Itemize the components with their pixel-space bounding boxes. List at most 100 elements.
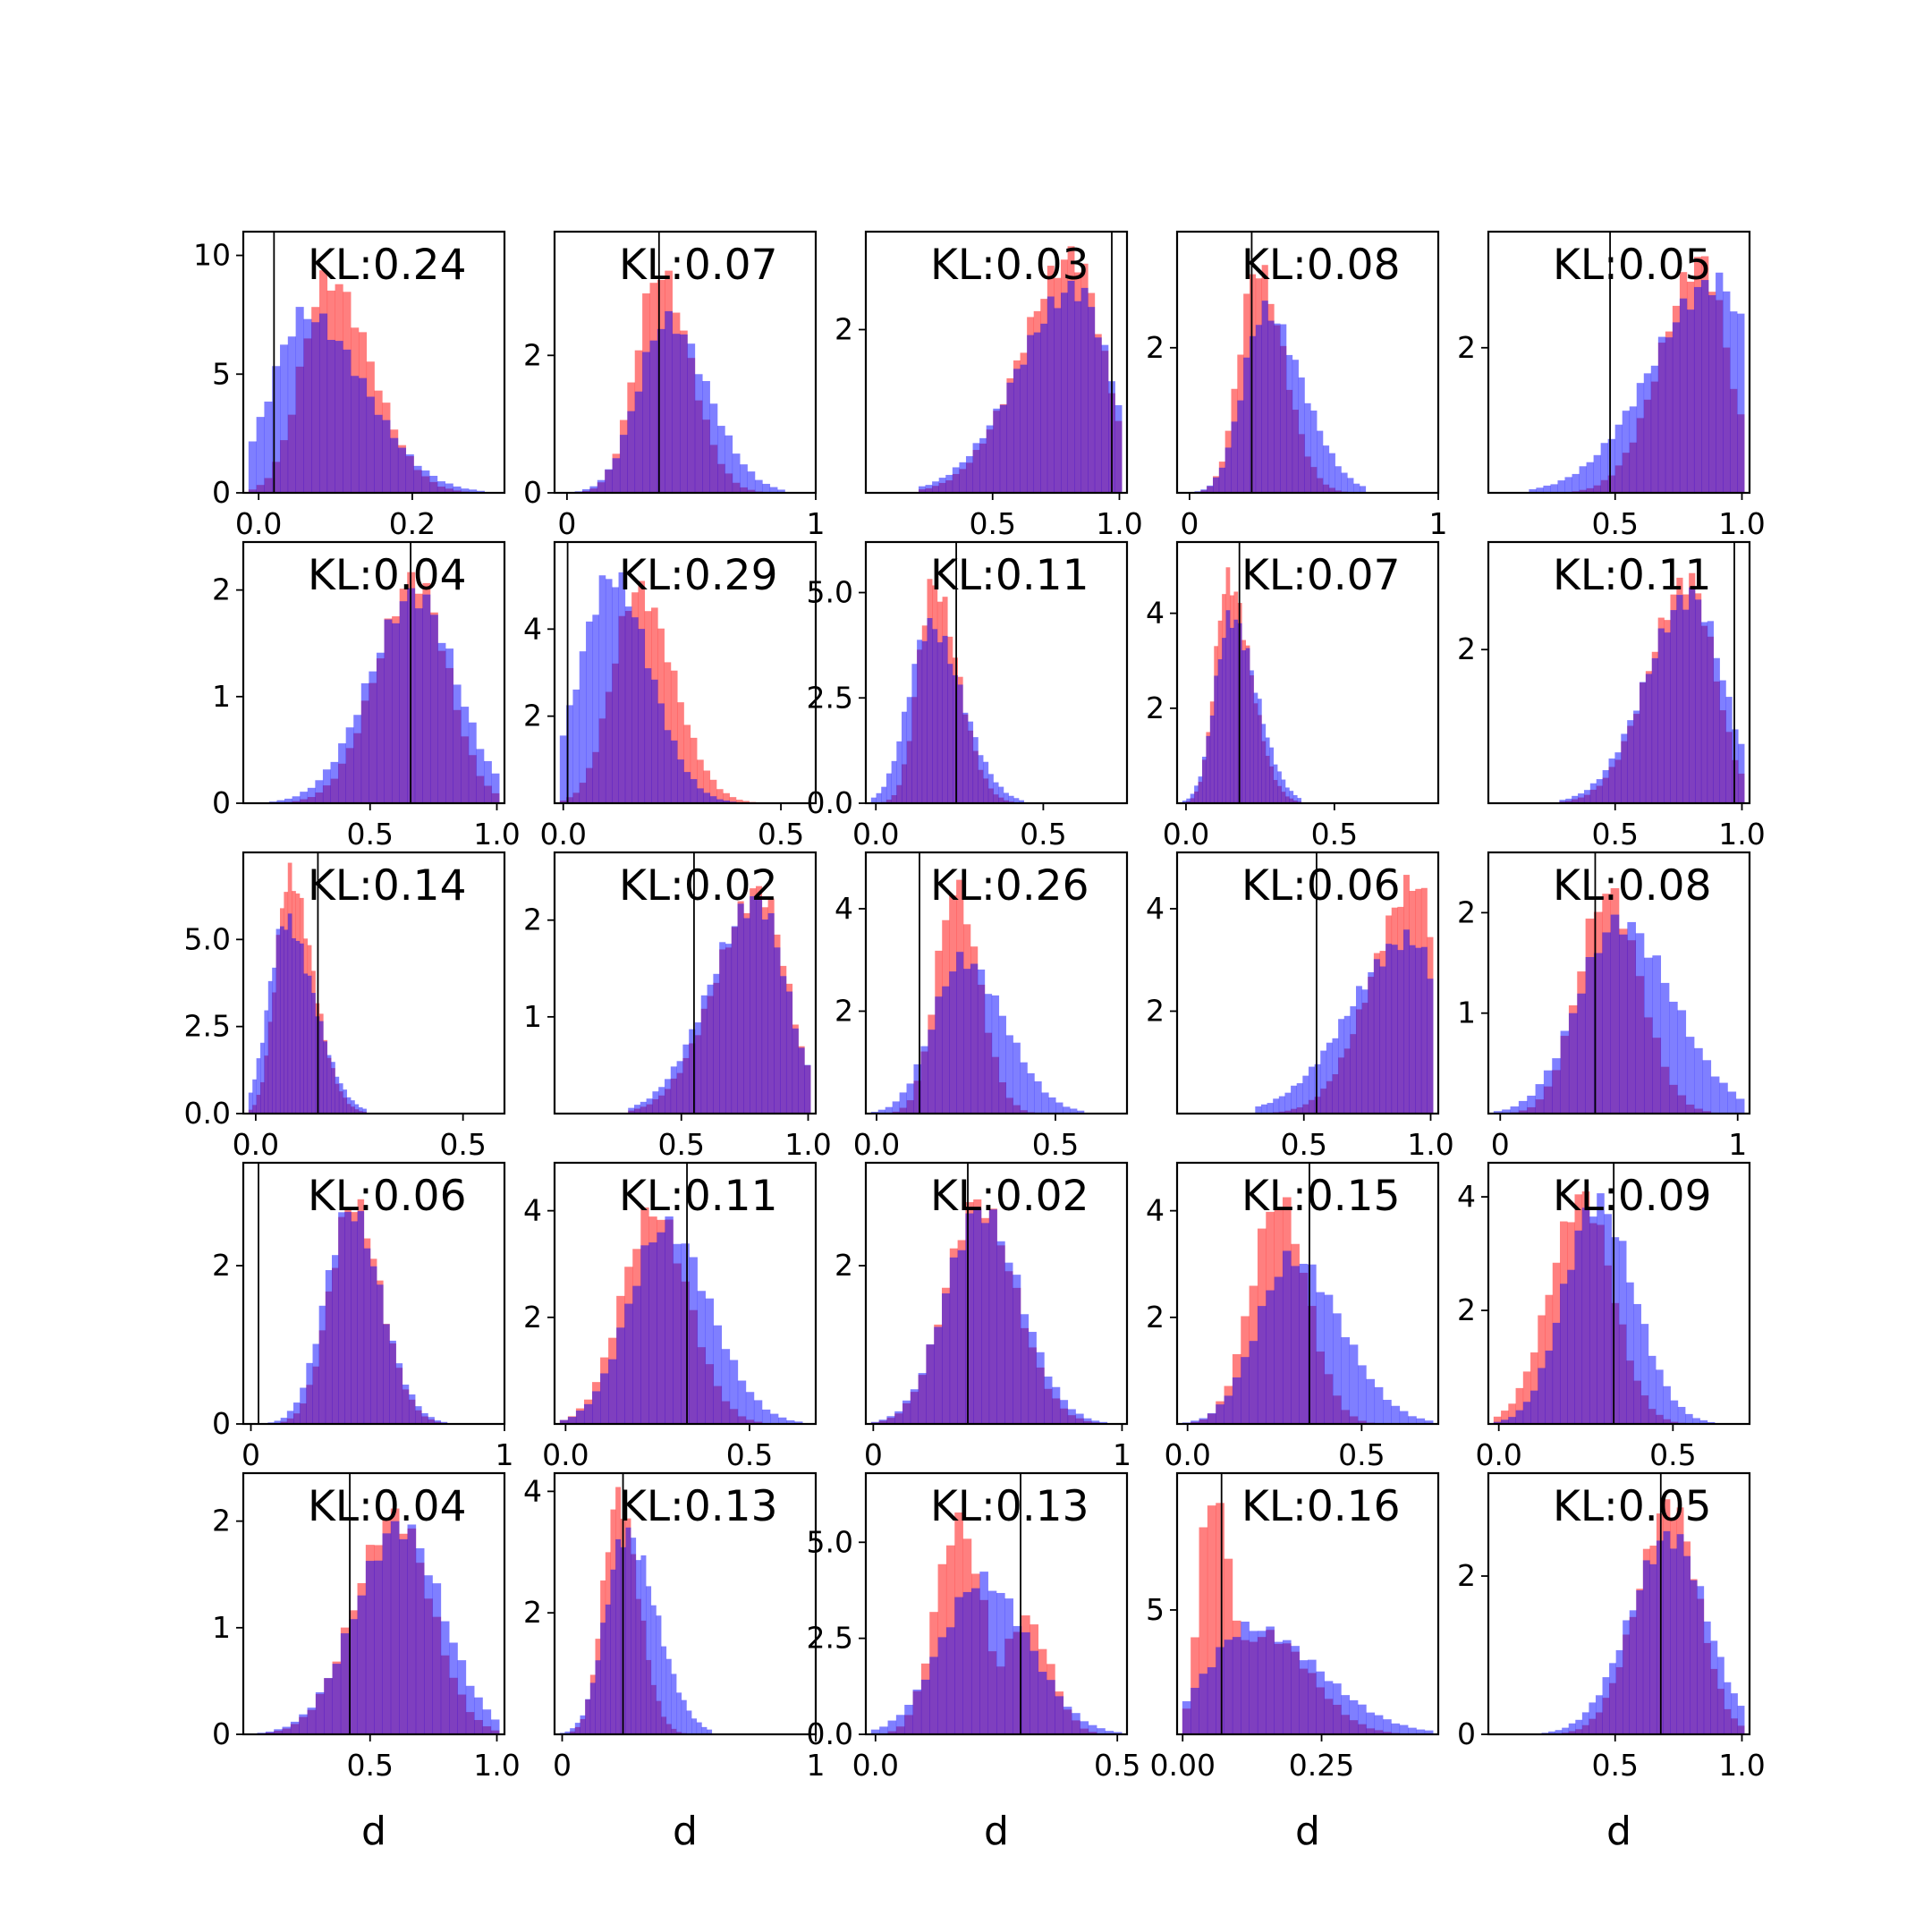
axes-frame — [1487, 230, 1751, 495]
blue-histogram-bar — [1552, 1058, 1561, 1114]
blue-histogram-bar — [299, 943, 304, 1114]
blue-histogram-bar — [1019, 800, 1024, 803]
red-histogram-bar — [670, 670, 678, 803]
blue-histogram-bar — [290, 1721, 300, 1734]
blue-histogram-bar — [453, 684, 462, 803]
axes-frame — [242, 1161, 506, 1426]
blue-histogram-bar — [570, 1728, 576, 1734]
x-tick-label: 1 — [496, 1437, 514, 1472]
blue-histogram-bar — [1216, 1404, 1224, 1424]
histogram-panel: 2 0.5 1.0 KL:0.03 — [835, 230, 1143, 541]
blue-histogram-bar — [996, 1241, 1005, 1424]
blue-histogram-bar — [1600, 443, 1608, 493]
blue-histogram-bar — [1501, 1419, 1509, 1424]
blue-histogram-bar — [770, 1413, 779, 1424]
blue-histogram-bar — [1273, 1098, 1280, 1114]
blue-histogram-bar — [1366, 1378, 1376, 1424]
blue-histogram-bar — [777, 489, 785, 493]
blue-histogram-bar — [1282, 1640, 1292, 1734]
blue-histogram-bar — [1529, 488, 1537, 493]
blue-histogram-bar — [968, 721, 974, 803]
blue-histogram-bar — [1349, 1344, 1359, 1424]
blue-histogram-bar — [676, 1061, 683, 1114]
blue-histogram-bar — [465, 1685, 475, 1734]
blue-histogram-bar — [280, 344, 289, 493]
blue-histogram-bar — [1572, 795, 1579, 803]
blue-histogram-bar — [1557, 480, 1565, 493]
blue-histogram-bar — [804, 1064, 811, 1114]
x-tick-label: 0.0 — [539, 817, 586, 852]
blue-histogram-bar — [769, 487, 778, 493]
blue-histogram-bar — [952, 674, 958, 803]
blue-histogram-bar — [1083, 1418, 1092, 1424]
blue-histogram-bar — [1036, 1352, 1045, 1424]
blue-histogram-bar — [1094, 337, 1102, 493]
blue-histogram-bar — [1535, 1084, 1545, 1114]
blue-histogram-bar — [1299, 1263, 1309, 1424]
blue-histogram-bar — [1391, 945, 1398, 1114]
x-tick-label: 0.5 — [1592, 506, 1639, 541]
blue-histogram-bar — [566, 705, 573, 803]
y-tick-label: 2 — [212, 1248, 231, 1283]
blue-histogram-bar — [1595, 1695, 1603, 1734]
blue-histogram-bar — [895, 1715, 905, 1734]
blue-histogram-bar — [926, 1344, 935, 1424]
blue-histogram-bar — [1602, 932, 1611, 1114]
blue-histogram-bar — [896, 741, 902, 803]
blue-histogram-bar — [1409, 945, 1416, 1114]
blue-histogram-bar — [405, 453, 414, 493]
kl-label: KL:0.26 — [930, 861, 1089, 911]
blue-histogram-bar — [774, 947, 781, 1114]
blue-histogram-bar — [1522, 1402, 1531, 1424]
blue-histogram-bar — [574, 1723, 580, 1734]
blue-histogram-bar — [421, 1413, 428, 1424]
blue-histogram-bar — [395, 1363, 403, 1424]
blue-histogram-bar — [1216, 1647, 1224, 1734]
blue-histogram-bar — [1738, 743, 1745, 803]
blue-histogram-bar — [377, 1284, 384, 1424]
blue-histogram-bar — [1046, 1680, 1055, 1734]
blue-histogram-bar — [1191, 1688, 1199, 1734]
histogram-panel: 1 2 0 1 KL:0.08 — [1457, 851, 1751, 1162]
blue-histogram-bar — [947, 664, 953, 803]
blue-histogram-bar — [1088, 307, 1096, 493]
blue-histogram-bar — [1299, 1660, 1309, 1734]
blue-histogram-bar — [1574, 1230, 1583, 1424]
blue-histogram-bar — [681, 1699, 687, 1734]
red-histogram-bar — [1191, 1637, 1199, 1734]
blue-histogram-bar — [1596, 779, 1603, 803]
blue-histogram-bar — [1341, 1695, 1351, 1734]
blue-histogram-bar — [1046, 296, 1055, 493]
blue-histogram-bar — [640, 1101, 647, 1114]
blue-histogram-bar — [984, 994, 993, 1114]
blue-histogram-bar — [696, 1722, 702, 1734]
blue-histogram-bar — [1677, 1406, 1686, 1424]
blue-histogram-bar — [1572, 473, 1580, 493]
blue-histogram-bar — [1257, 1631, 1267, 1734]
blue-histogram-bar — [583, 1403, 593, 1424]
blue-histogram-bar — [1249, 1341, 1258, 1424]
kl-label: KL:0.24 — [308, 241, 467, 290]
y-tick-label: 2 — [1146, 993, 1165, 1028]
blue-histogram-bar — [358, 377, 368, 493]
blue-histogram-bar — [1067, 280, 1075, 493]
blue-histogram-bar — [440, 1621, 450, 1734]
blue-histogram-bar — [957, 684, 963, 803]
blue-histogram-bar — [1292, 360, 1299, 493]
blue-histogram-bar — [605, 1604, 611, 1734]
blue-histogram-bar — [1663, 1385, 1671, 1424]
x-tick-label: 0.00 — [1149, 1748, 1215, 1783]
blue-histogram-bar — [1233, 619, 1239, 803]
blue-histogram-bar — [1113, 1732, 1123, 1734]
blue-histogram-bar — [453, 486, 462, 493]
blue-histogram-bar — [1700, 622, 1708, 803]
blue-histogram-bar — [1560, 1030, 1570, 1114]
blue-histogram-bar — [732, 453, 741, 493]
red-histogram-bar — [1515, 1387, 1524, 1424]
blue-histogram-bar — [1695, 599, 1702, 803]
blue-histogram-bar — [1543, 485, 1551, 493]
histogram-panel: 0 2 0.5 1.0 KL:0.05 d — [1457, 1471, 1766, 1854]
blue-histogram-bar — [582, 488, 590, 493]
blue-histogram-bar — [586, 621, 593, 803]
blue-histogram-bar — [1538, 1368, 1546, 1424]
